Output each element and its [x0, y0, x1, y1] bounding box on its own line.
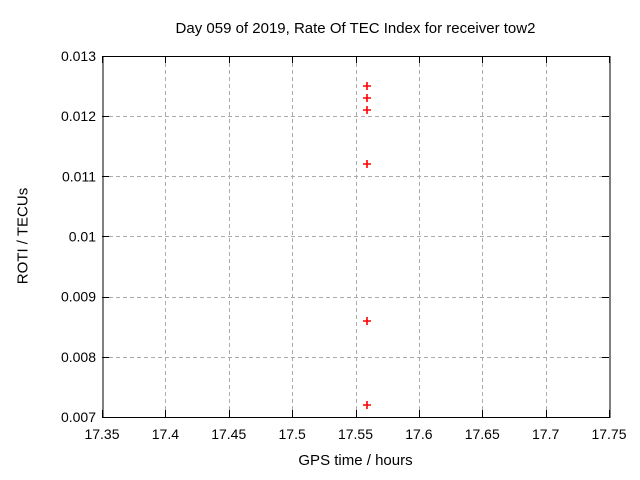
data-point-marker: [363, 82, 371, 90]
y-tick-label: 0.008: [61, 349, 96, 365]
x-tick-label: 17.7: [532, 426, 559, 442]
x-tick-label: 17.4: [152, 426, 179, 442]
x-tick-label: 17.45: [211, 426, 246, 442]
data-point-marker: [363, 317, 371, 325]
y-tick-label: 0.012: [61, 108, 96, 124]
x-tick-label: 17.65: [465, 426, 500, 442]
x-tick-label: 17.5: [279, 426, 306, 442]
x-tick-label: 17.6: [405, 426, 432, 442]
data-point-marker: [363, 106, 371, 114]
data-point-marker: [363, 160, 371, 168]
y-tick-label: 0.007: [61, 409, 96, 425]
x-tick-label: 17.55: [338, 426, 373, 442]
y-tick-label: 0.011: [62, 168, 96, 184]
chart-title: Day 059 of 2019, Rate Of TEC Index for r…: [175, 20, 536, 37]
y-tick-label: 0.01: [69, 229, 96, 245]
y-tick-label: 0.009: [61, 289, 96, 305]
data-point-marker: [363, 94, 371, 102]
y-tick-label: 0.013: [61, 48, 96, 64]
x-axis-title: GPS time / hours: [298, 452, 413, 469]
data-point-marker: [363, 401, 371, 409]
x-tick-label: 17.75: [591, 426, 626, 442]
x-tick-label: 17.35: [84, 426, 119, 442]
